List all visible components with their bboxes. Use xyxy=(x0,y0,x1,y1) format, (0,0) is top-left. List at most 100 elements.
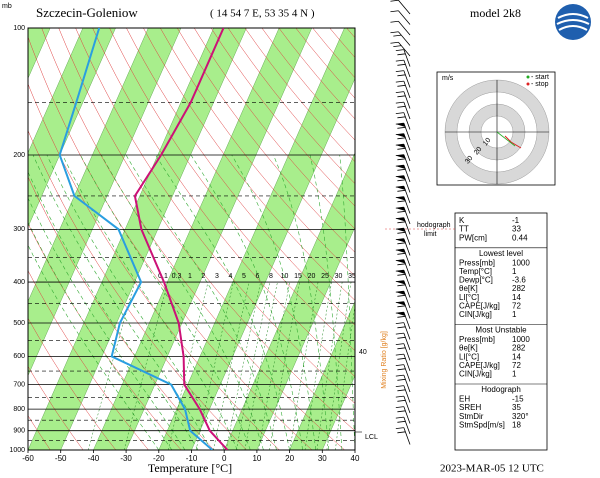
info-value: 18 xyxy=(512,420,521,429)
barb-flag xyxy=(395,175,406,180)
temperature-line xyxy=(133,28,229,450)
barb-staff xyxy=(398,20,411,36)
info-value: -1 xyxy=(512,216,520,225)
wind-barb xyxy=(395,290,411,309)
barb-feather xyxy=(397,273,406,276)
barb-feather xyxy=(397,137,406,140)
barb-feather xyxy=(395,406,404,408)
info-box xyxy=(454,212,548,451)
start-dot xyxy=(526,75,530,79)
wind-barb xyxy=(395,164,411,183)
isotherm-band xyxy=(28,28,182,377)
barb-flag xyxy=(395,280,406,285)
barb-feather xyxy=(397,378,406,381)
barb-feather xyxy=(397,336,406,339)
barb-feather xyxy=(397,305,406,308)
info-label: CAPE[J/kg] xyxy=(459,361,500,370)
barb-staff xyxy=(398,10,411,25)
barb-feather xyxy=(397,221,406,224)
y-tick-label: 900 xyxy=(13,428,25,435)
wind-barb xyxy=(395,80,411,99)
barb-feather xyxy=(397,420,406,423)
barb-feather xyxy=(397,431,406,434)
info-label: EH xyxy=(459,395,470,404)
wind-barb xyxy=(395,112,411,130)
barb-feather xyxy=(395,364,404,366)
info-value: 1 xyxy=(512,310,517,319)
barb-feather xyxy=(397,179,406,182)
hodograph-unit: m/s xyxy=(442,75,454,82)
y-unit: mb xyxy=(2,3,12,10)
barb-flag xyxy=(395,123,406,128)
barb-feather xyxy=(397,294,406,297)
barb-flag xyxy=(395,165,406,170)
barb-staff xyxy=(398,0,411,15)
wind-barb xyxy=(395,185,411,204)
barb-feather xyxy=(397,105,406,108)
mixing-ratio-label: 15 xyxy=(294,273,302,280)
mixing-ratio-label: 8 xyxy=(269,273,273,280)
barb-staff xyxy=(403,427,411,445)
barb-feather xyxy=(397,326,406,329)
barb-staff xyxy=(403,332,411,351)
barb-staff xyxy=(403,70,411,88)
barb-feather xyxy=(395,49,404,51)
isotherm-band xyxy=(93,28,313,450)
info-label: SREH xyxy=(459,403,481,412)
wind-barb xyxy=(395,101,411,120)
barb-feather xyxy=(395,343,404,345)
barb-feather xyxy=(397,242,406,245)
barb-staff xyxy=(403,101,411,120)
barb-feather xyxy=(397,357,406,360)
barb-feather xyxy=(395,80,404,83)
model-label: model 2k8 xyxy=(470,6,521,20)
barb-feather xyxy=(397,315,406,318)
x-tick-label: -30 xyxy=(120,454,132,463)
barb-feather xyxy=(390,10,399,13)
wind-barb xyxy=(395,395,411,414)
barb-feather xyxy=(393,34,402,37)
info-value: 320° xyxy=(512,412,529,421)
y-tick-label: 800 xyxy=(13,406,25,413)
barb-flag xyxy=(395,238,406,243)
barb-feather xyxy=(397,74,406,77)
info-label: StmSpd[m/s] xyxy=(459,420,505,429)
wind-barb xyxy=(395,59,411,78)
barb-feather xyxy=(395,70,404,72)
wind-barb xyxy=(395,196,411,214)
x-tick-label: 40 xyxy=(351,454,360,463)
barb-staff xyxy=(403,112,411,130)
barb-feather xyxy=(395,353,404,356)
info-label: Press[mb] xyxy=(459,335,495,344)
mixing-ratio-label: 6 xyxy=(256,273,260,280)
wind-barb xyxy=(390,0,411,15)
wind-barb xyxy=(395,49,411,67)
moist-adiabat xyxy=(32,154,212,450)
barb-feather xyxy=(393,45,402,48)
mixing-ratio-label: 25 xyxy=(321,273,329,280)
barb-flag xyxy=(395,249,406,254)
info-value: -15 xyxy=(512,395,524,404)
x-tick-label: -40 xyxy=(88,454,100,463)
info-value: 14 xyxy=(512,352,521,361)
x-tick-label: 0 xyxy=(222,454,227,463)
barb-staff xyxy=(403,49,411,67)
barb-feather xyxy=(395,332,404,335)
info-label: CAPE[J/kg] xyxy=(459,301,500,310)
wind-barb xyxy=(395,406,411,424)
wind-barb xyxy=(395,143,411,162)
barb-staff xyxy=(398,31,411,46)
mixing-ratio-label: 0.1 xyxy=(158,273,168,280)
mixing-ratio-label: 4 xyxy=(229,273,233,280)
wind-barb xyxy=(395,301,411,319)
barb-feather xyxy=(395,112,404,114)
barb-feather xyxy=(397,53,406,56)
barb-feather xyxy=(397,252,406,255)
mixing-ratio-label: 20 xyxy=(308,273,316,280)
stop-dot xyxy=(526,82,530,86)
barb-flag xyxy=(395,291,406,296)
wind-barb xyxy=(395,133,411,151)
wind-barb xyxy=(395,427,411,445)
info-label: Dewp[°C] xyxy=(459,276,493,285)
